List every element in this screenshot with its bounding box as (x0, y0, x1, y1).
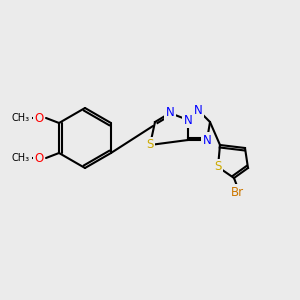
Text: N: N (202, 134, 211, 146)
Text: S: S (146, 139, 154, 152)
Text: N: N (166, 106, 174, 119)
Text: N: N (184, 113, 192, 127)
Text: CH₃: CH₃ (12, 113, 30, 123)
Text: CH₃: CH₃ (12, 153, 30, 163)
Text: Br: Br (230, 185, 244, 199)
Text: N: N (194, 103, 202, 116)
Text: O: O (34, 112, 43, 124)
Text: S: S (214, 160, 222, 173)
Text: O: O (34, 152, 43, 164)
